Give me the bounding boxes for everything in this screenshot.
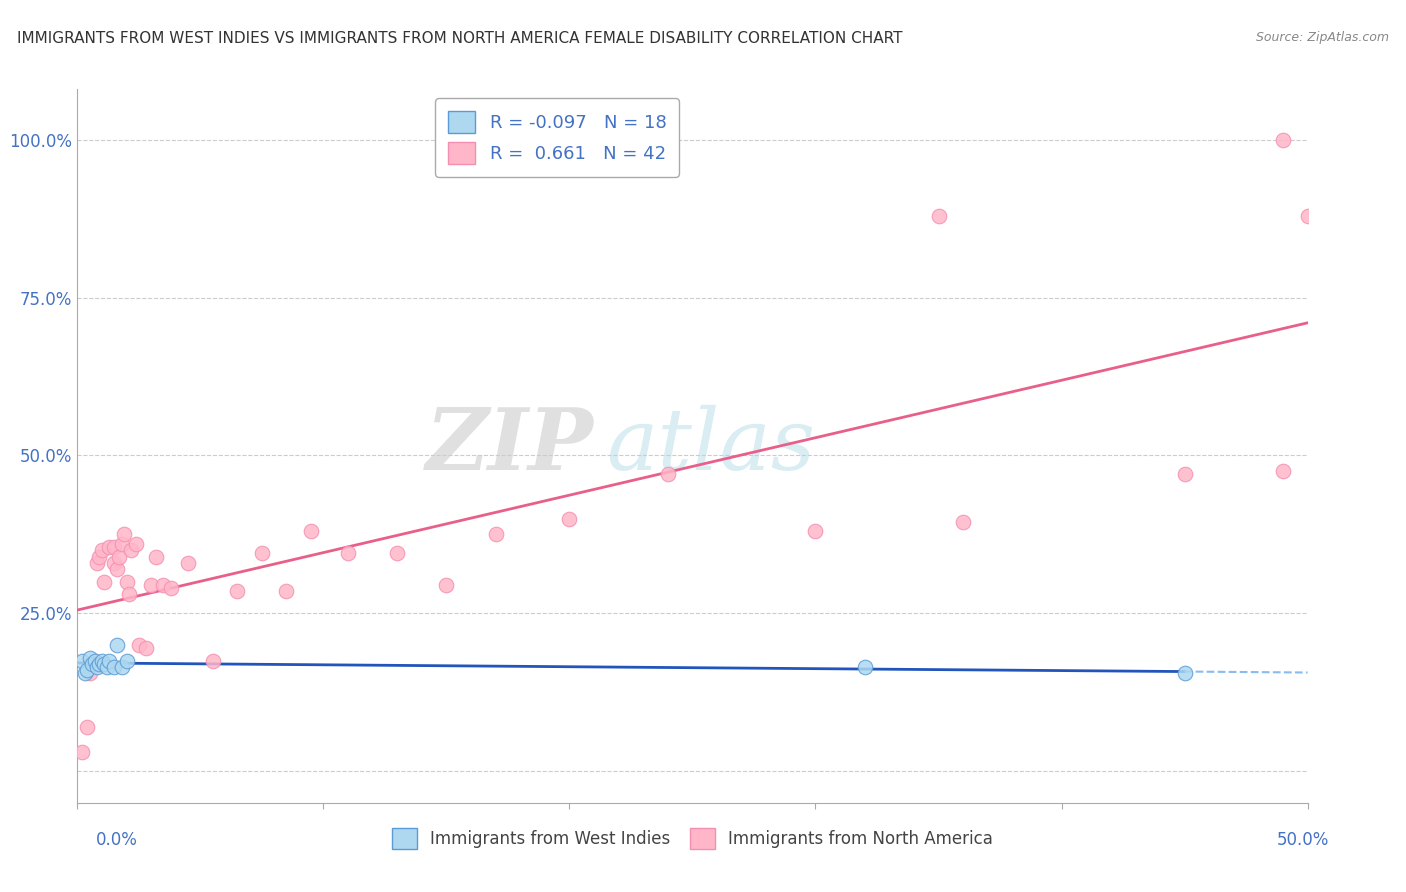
Point bbox=[160, 581, 183, 595]
Text: Source: ZipAtlas.com: Source: ZipAtlas.com bbox=[1256, 31, 1389, 45]
Point bbox=[804, 524, 827, 539]
Point bbox=[103, 540, 125, 554]
Point bbox=[299, 524, 322, 539]
Point bbox=[135, 641, 157, 656]
Point bbox=[93, 574, 115, 589]
Point bbox=[108, 549, 131, 564]
Point bbox=[250, 546, 273, 560]
Text: 0.0%: 0.0% bbox=[96, 831, 138, 849]
Point bbox=[485, 527, 508, 541]
Point bbox=[96, 660, 118, 674]
Point bbox=[125, 537, 148, 551]
Point bbox=[1272, 464, 1295, 478]
Point bbox=[90, 654, 114, 668]
Point bbox=[226, 584, 249, 599]
Point bbox=[145, 549, 167, 564]
Point bbox=[115, 654, 138, 668]
Point bbox=[115, 574, 138, 589]
Point bbox=[89, 549, 111, 564]
Point bbox=[657, 467, 679, 482]
Point bbox=[118, 587, 141, 601]
Point bbox=[853, 660, 876, 674]
Point bbox=[112, 527, 135, 541]
Point bbox=[98, 654, 121, 668]
Point bbox=[111, 660, 132, 674]
Point bbox=[86, 660, 108, 674]
Point bbox=[103, 660, 125, 674]
Point bbox=[70, 654, 93, 668]
Point bbox=[952, 515, 974, 529]
Point bbox=[111, 537, 132, 551]
Text: atlas: atlas bbox=[606, 405, 815, 487]
Text: 50.0%: 50.0% bbox=[1277, 831, 1329, 849]
Point bbox=[70, 745, 93, 759]
Point bbox=[201, 654, 224, 668]
Text: ZIP: ZIP bbox=[426, 404, 595, 488]
Point bbox=[90, 543, 114, 558]
Point bbox=[121, 543, 143, 558]
Point bbox=[1174, 467, 1197, 482]
Point bbox=[1272, 133, 1295, 147]
Point bbox=[98, 540, 121, 554]
Point bbox=[79, 650, 101, 665]
Point bbox=[1296, 209, 1319, 223]
Point bbox=[86, 556, 108, 570]
Point bbox=[385, 546, 409, 560]
Point bbox=[1174, 666, 1197, 681]
Point bbox=[105, 562, 128, 576]
Point bbox=[76, 663, 98, 677]
Point bbox=[83, 654, 105, 668]
Text: IMMIGRANTS FROM WEST INDIES VS IMMIGRANTS FROM NORTH AMERICA FEMALE DISABILITY C: IMMIGRANTS FROM WEST INDIES VS IMMIGRANT… bbox=[17, 31, 903, 46]
Point bbox=[82, 657, 104, 671]
Point bbox=[152, 578, 174, 592]
Point bbox=[128, 638, 150, 652]
Point bbox=[89, 657, 111, 671]
Point bbox=[276, 584, 298, 599]
Point bbox=[558, 511, 581, 525]
Point bbox=[103, 556, 125, 570]
Point bbox=[79, 666, 101, 681]
Point bbox=[928, 209, 950, 223]
Point bbox=[83, 654, 105, 668]
Point bbox=[177, 556, 200, 570]
Point bbox=[73, 666, 96, 681]
Legend: Immigrants from West Indies, Immigrants from North America: Immigrants from West Indies, Immigrants … bbox=[381, 818, 1004, 859]
Point bbox=[105, 638, 128, 652]
Point bbox=[436, 578, 458, 592]
Point bbox=[337, 546, 360, 560]
Point bbox=[141, 578, 163, 592]
Point bbox=[93, 657, 115, 671]
Point bbox=[76, 720, 98, 734]
